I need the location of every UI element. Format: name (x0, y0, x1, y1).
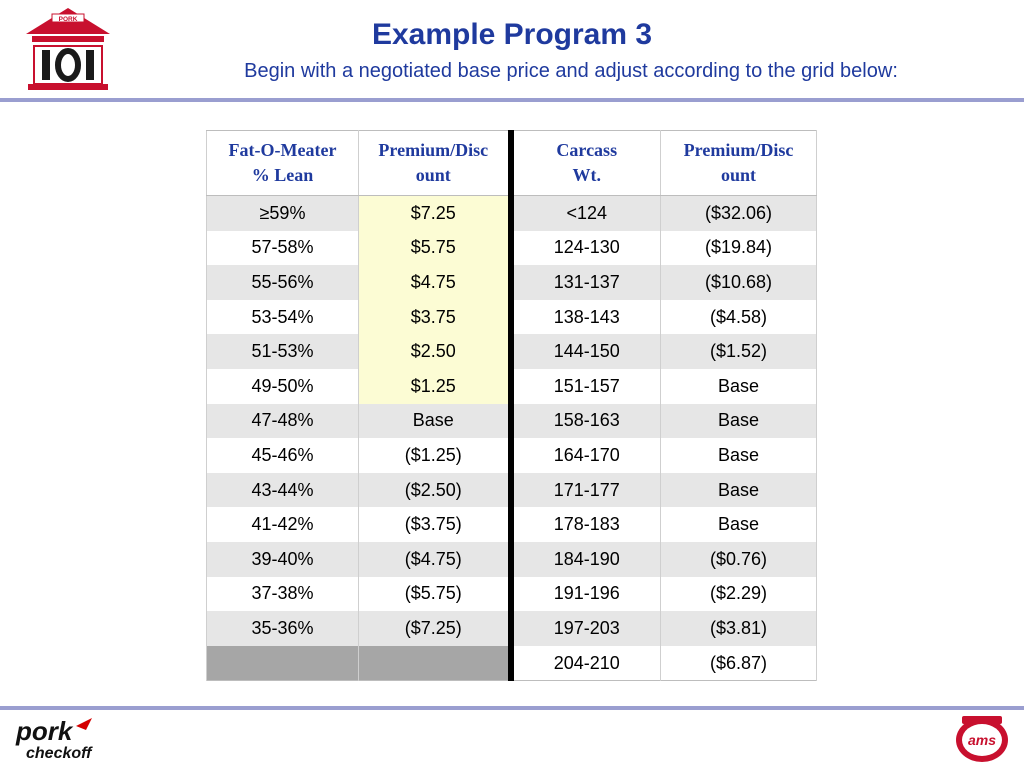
weight-adjustment-cell: ($2.29) (660, 576, 817, 612)
weight-cell: 151-157 (507, 368, 661, 404)
premium-discount-grid: Fat-O-Meater% Lean Premium/Disc ount Carc… (206, 130, 817, 682)
lean-cell: 43-44% (206, 472, 359, 508)
weight-adjustment-cell: ($6.87) (660, 645, 817, 681)
table-row: 204-210 ($6.87) (206, 645, 817, 681)
table-row: ≥59% $7.25 <124 ($32.06) (206, 195, 817, 231)
lean-cell: 55-56% (206, 265, 359, 300)
pork-logo-text: PORK (59, 16, 78, 23)
pork-checkoff-logo: pork checkoff (15, 716, 93, 762)
table-row: 51-53% $2.50 144-150 ($1.52) (206, 334, 817, 369)
weight-cell: 204-210 (507, 645, 661, 681)
weight-adjustment-cell: ($32.06) (660, 195, 817, 231)
table-row: 35-36% ($7.25) 197-203 ($3.81) (206, 611, 817, 646)
table-row: 39-40% ($4.75) 184-190 ($0.76) (206, 541, 817, 577)
table-row: 47-48% Base 158-163 Base (206, 403, 817, 439)
page-subtitle: Begin with a negotiated base price and a… (244, 60, 898, 82)
header-lean-adjustment: Premium/Disc ount (358, 130, 511, 196)
lean-adjustment-cell: $5.75 (358, 230, 511, 266)
weight-cell: 171-177 (507, 472, 661, 508)
header-carcass-weight: Carcass Wt. (507, 130, 661, 196)
table-row: 43-44% ($2.50) 171-177 Base (206, 472, 817, 508)
lean-adjustment-cell: ($5.75) (358, 576, 511, 612)
weight-adjustment-cell: ($4.58) (660, 299, 817, 335)
page-title: Example Program 3 (371, 18, 653, 51)
weight-adjustment-cell: Base (660, 403, 817, 439)
pork-101-logo: PORK (26, 8, 110, 90)
table-row: 45-46% ($1.25) 164-170 Base (206, 438, 817, 473)
weight-cell: 144-150 (507, 334, 661, 369)
lean-cell: 53-54% (206, 299, 359, 335)
weight-cell: <124 (507, 195, 661, 231)
weight-cell: 164-170 (507, 438, 661, 473)
lean-adjustment-cell: ($3.75) (358, 507, 511, 542)
lean-cell: 51-53% (206, 334, 359, 369)
weight-adjustment-cell: ($0.76) (660, 541, 817, 577)
weight-adjustment-cell: Base (660, 472, 817, 508)
table-row: 49-50% $1.25 151-157 Base (206, 368, 817, 404)
header-lean: Fat-O-Meater% Lean (206, 130, 359, 196)
pork-logo-word: pork (15, 716, 74, 746)
weight-adjustment-cell: ($10.68) (660, 265, 817, 300)
lean-cell: 35-36% (206, 611, 359, 646)
weight-adjustment-cell: ($3.81) (660, 611, 817, 646)
weight-cell: 138-143 (507, 299, 661, 335)
lean-cell: ≥59% (206, 195, 359, 231)
lean-cell: 41-42% (206, 507, 359, 542)
lean-adjustment-cell: ($7.25) (358, 611, 511, 646)
lean-adjustment-cell: ($2.50) (358, 472, 511, 508)
table-row: 57-58% $5.75 124-130 ($19.84) (206, 230, 817, 266)
table-row: 37-38% ($5.75) 191-196 ($2.29) (206, 576, 817, 612)
lean-adjustment-cell: Base (358, 403, 511, 439)
weight-cell: 197-203 (507, 611, 661, 646)
lean-adjustment-cell: $1.25 (358, 368, 511, 404)
ams-logo: ams (956, 716, 1008, 762)
lean-cell-empty (206, 645, 359, 681)
weight-cell: 124-130 (507, 230, 661, 266)
table-row: 53-54% $3.75 138-143 ($4.58) (206, 299, 817, 335)
checkoff-logo-word: checkoff (26, 745, 93, 762)
weight-adjustment-cell: ($1.52) (660, 334, 817, 369)
ams-logo-text: ams (968, 732, 996, 748)
weight-cell: 178-183 (507, 507, 661, 542)
weight-adjustment-cell: Base (660, 507, 817, 542)
weight-adjustment-cell: Base (660, 438, 817, 473)
lean-cell: 39-40% (206, 541, 359, 577)
lean-adjustment-cell-empty (358, 645, 511, 681)
lean-cell: 49-50% (206, 368, 359, 404)
lean-adjustment-cell: ($1.25) (358, 438, 511, 473)
lean-cell: 57-58% (206, 230, 359, 266)
top-divider (0, 98, 1024, 102)
weight-cell: 184-190 (507, 541, 661, 577)
bottom-divider (0, 706, 1024, 710)
lean-adjustment-cell: $4.75 (358, 265, 511, 300)
lean-cell: 45-46% (206, 438, 359, 473)
lean-cell: 37-38% (206, 576, 359, 612)
weight-cell: 191-196 (507, 576, 661, 612)
lean-adjustment-cell: $2.50 (358, 334, 511, 369)
lean-cell: 47-48% (206, 403, 359, 439)
table-row: 55-56% $4.75 131-137 ($10.68) (206, 265, 817, 300)
lean-adjustment-cell: $7.25 (358, 195, 511, 231)
weight-cell: 131-137 (507, 265, 661, 300)
weight-cell: 158-163 (507, 403, 661, 439)
lean-adjustment-cell: $3.75 (358, 299, 511, 335)
weight-adjustment-cell: Base (660, 368, 817, 404)
lean-adjustment-cell: ($4.75) (358, 541, 511, 577)
header-weight-adjustment: Premium/Disc ount (660, 130, 817, 196)
weight-adjustment-cell: ($19.84) (660, 230, 817, 266)
table-header-row: Fat-O-Meater% Lean Premium/Disc ount Carc… (206, 130, 817, 196)
table-row: 41-42% ($3.75) 178-183 Base (206, 507, 817, 542)
